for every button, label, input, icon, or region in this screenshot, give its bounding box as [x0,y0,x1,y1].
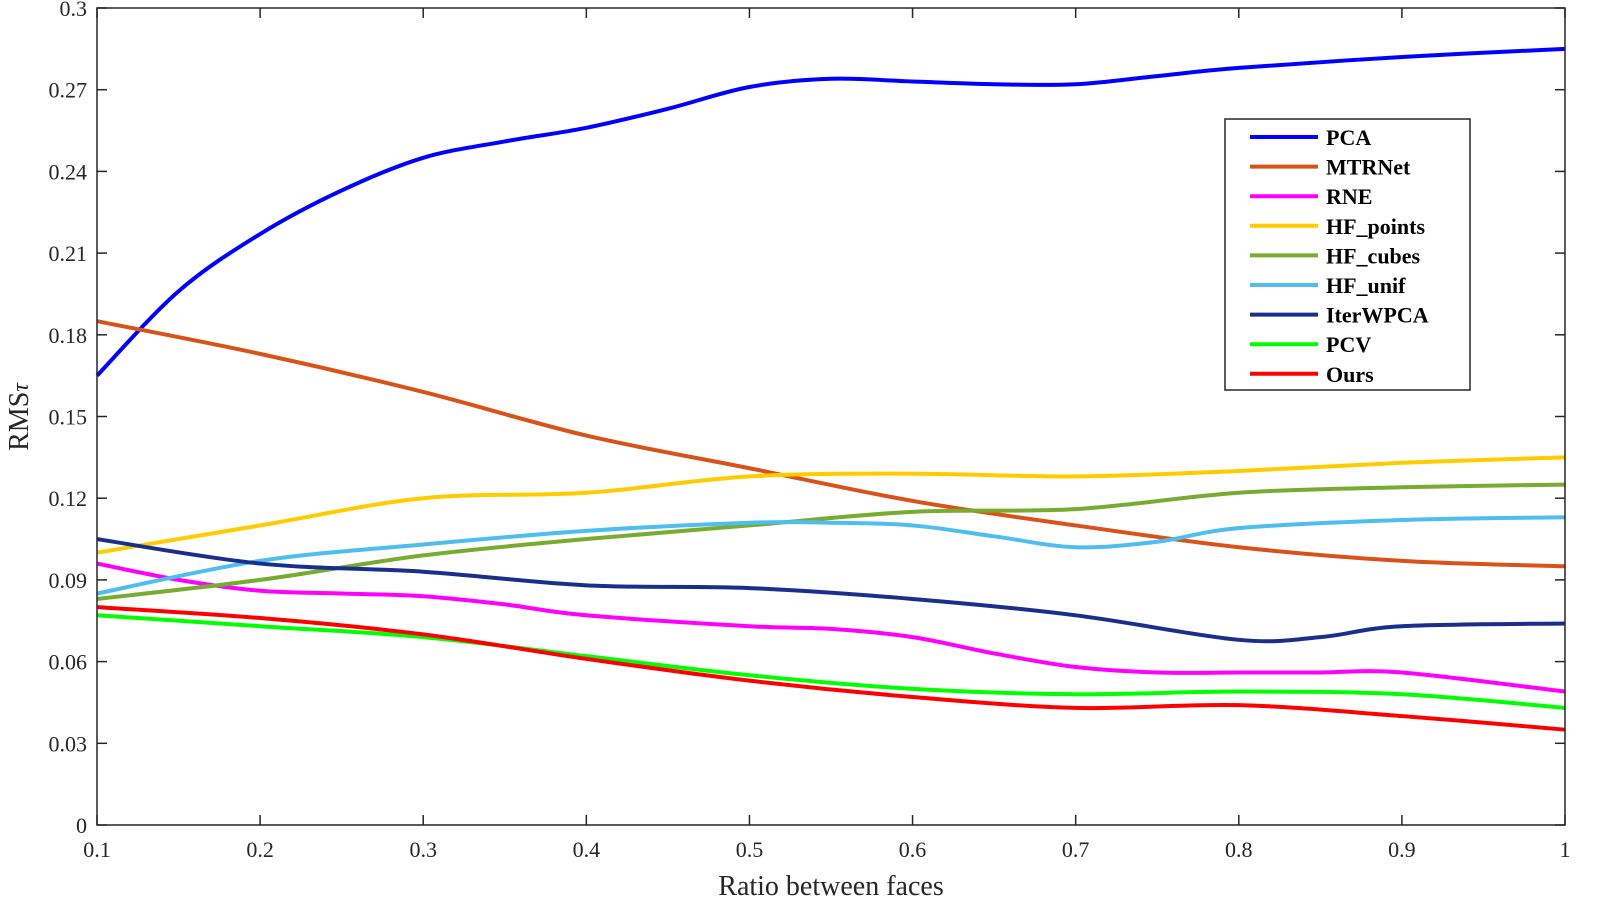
series-line-iterwpca [96,537,1566,644]
x-tick-label: 0.1 [83,837,111,862]
y-tick-label: 0.12 [49,486,88,511]
legend: PCA MTRNet RNE HF_points HF_cubes HF_unif Iter… [1224,118,1471,391]
series-line-pca [95,46,1566,378]
y-tick-label: 0.09 [49,568,88,593]
y-tick-label: 0 [76,813,87,838]
legend-label: HF_unif [1326,273,1406,298]
y-axis-label: RMSτ [4,382,35,451]
series-line-rne [96,561,1566,694]
legend-label: PCA [1326,125,1371,150]
y-tick-label: 0.24 [49,159,88,184]
y-tick-label: 0.03 [49,731,88,756]
x-tick-label: 0.5 [736,837,764,862]
series-line-hf-cubes [96,482,1566,601]
legend-label: IterWPCA [1326,303,1429,328]
series-line-hf-points [96,455,1566,555]
y-tick-label: 0.3 [60,0,88,21]
x-tick-label: 1 [1560,837,1571,862]
y-tick-label: 0.15 [49,405,88,430]
x-tick-label: 0.9 [1388,837,1416,862]
x-tick-label: 0.4 [573,837,601,862]
series-line-mtrnet [96,319,1566,569]
x-tick-label: 0.3 [409,837,437,862]
legend-label: MTRNet [1326,155,1411,180]
x-axis: 0.1 0.2 0.3 0.4 0.5 0.6 0.7 0.8 0.9 1 [83,8,1571,862]
y-tick-label: 0.27 [49,78,88,103]
legend-label: HF_points [1326,214,1425,239]
x-tick-label: 0.8 [1225,837,1253,862]
y-tick-label: 0.18 [49,323,88,348]
series-lines [95,46,1566,732]
x-axis-label: Ratio between faces [718,871,943,902]
legend-label: HF_cubes [1326,243,1421,268]
legend-label: Ours [1326,362,1374,387]
series-line-pcv [96,613,1566,710]
series-line-ours [96,605,1566,732]
y-axis: 0 0.03 0.06 0.09 0.12 0.15 0.18 0.21 0.24 0.27 0.3 [49,0,1565,838]
legend-label: PCV [1326,332,1371,357]
legend-label: RNE [1326,184,1372,209]
x-tick-label: 0.6 [899,837,927,862]
x-tick-label: 0.2 [246,837,274,862]
x-tick-label: 0.7 [1062,837,1090,862]
series-line-hf-unif [96,515,1566,596]
y-tick-label: 0.21 [49,241,88,266]
y-tick-label: 0.06 [49,650,88,675]
